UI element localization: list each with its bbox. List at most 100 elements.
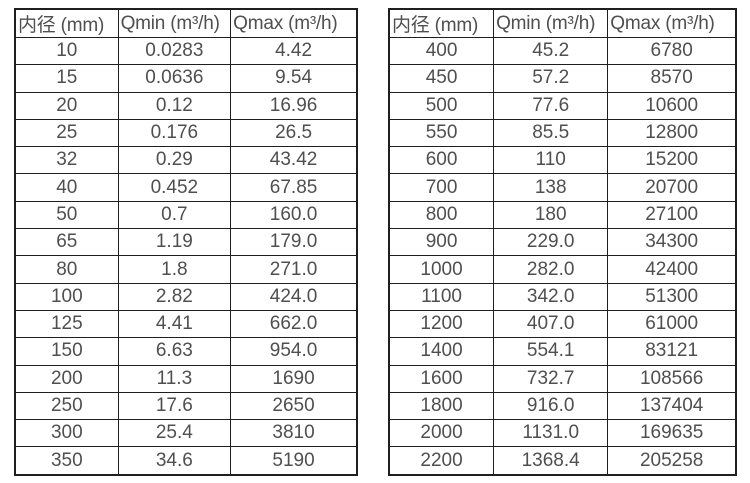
header-row: 内径 (mm) Qmin (m³/h) Qmax (m³/h) — [14, 8, 358, 38]
table-cell: 40 — [14, 173, 119, 202]
table-row: 2200 1368.4 205258 — [388, 446, 737, 476]
table-cell: 26.5 — [230, 118, 358, 148]
table-cell: 600 — [388, 146, 495, 175]
table-cell: 1400 — [388, 337, 495, 366]
table-cell: 554.1 — [493, 337, 609, 366]
table-cell: 65 — [14, 228, 119, 257]
table-cell: 100 — [14, 282, 119, 311]
table-row: 1200 407.0 61000 — [388, 309, 737, 339]
column-header-qmax: Qmax (m³/h) — [607, 8, 737, 38]
table-cell: 0.0283 — [117, 36, 232, 66]
table-row: 200 11.3 1690 — [14, 364, 358, 393]
table-cell: 205258 — [607, 446, 737, 476]
table-cell: 1200 — [388, 309, 495, 339]
table-cell: 200 — [14, 364, 119, 393]
table-cell: 34.6 — [117, 446, 232, 476]
table-cell: 732.7 — [493, 364, 609, 393]
table-cell: 0.29 — [117, 146, 232, 175]
table-cell: 300 — [14, 419, 119, 448]
table-cell: 80 — [14, 255, 119, 284]
table-row: 300 25.4 3810 — [14, 419, 358, 448]
header-row: 内径 (mm) Qmin (m³/h) Qmax (m³/h) — [388, 8, 737, 38]
table-row: 550 85.5 12800 — [388, 118, 737, 148]
table-cell: 1600 — [388, 364, 495, 393]
table-cell: 916.0 — [493, 391, 609, 421]
table-cell: 25.4 — [117, 419, 232, 448]
column-header-inner-diameter: 内径 (mm) — [388, 8, 495, 38]
table-row: 250 17.6 2650 — [14, 391, 358, 421]
table-row: 15 0.0636 9.54 — [14, 64, 358, 93]
table-cell: 138 — [493, 173, 609, 202]
table-cell: 67.85 — [230, 173, 358, 202]
table-cell: 2.82 — [117, 282, 232, 311]
table-cell: 179.0 — [230, 228, 358, 257]
table-cell: 15 — [14, 64, 119, 93]
table-cell: 10 — [14, 36, 119, 66]
table-cell: 83121 — [607, 337, 737, 366]
column-header-qmin: Qmin (m³/h) — [117, 8, 232, 38]
table-row: 2000 1131.0 169635 — [388, 419, 737, 448]
table-row: 125 4.41 662.0 — [14, 309, 358, 339]
table-cell: 700 — [388, 173, 495, 202]
table-cell: 271.0 — [230, 255, 358, 284]
table-cell: 2650 — [230, 391, 358, 421]
table-body-small-diameters: 10 0.0283 4.42 15 0.0636 9.54 20 0.12 16.96 25 0.1… — [14, 36, 358, 476]
table-row: 1100 342.0 51300 — [388, 282, 737, 311]
table-cell: 282.0 — [493, 255, 609, 284]
table-cell: 50 — [14, 200, 119, 230]
table-cell: 8570 — [607, 64, 737, 93]
table-cell: 15200 — [607, 146, 737, 175]
table-cell: 1.19 — [117, 228, 232, 257]
table-cell: 424.0 — [230, 282, 358, 311]
table-row: 100 2.82 424.0 — [14, 282, 358, 311]
table-row: 1000 282.0 42400 — [388, 255, 737, 284]
table-row: 32 0.29 43.42 — [14, 146, 358, 175]
table-cell: 250 — [14, 391, 119, 421]
table-cell: 12800 — [607, 118, 737, 148]
table-row: 900 229.0 34300 — [388, 228, 737, 257]
table-cell: 85.5 — [493, 118, 609, 148]
table-row: 800 180 27100 — [388, 200, 737, 230]
column-header-inner-diameter: 内径 (mm) — [14, 8, 119, 38]
table-cell: 137404 — [607, 391, 737, 421]
table-row: 20 0.12 16.96 — [14, 91, 358, 120]
table-cell: 2200 — [388, 446, 495, 476]
table-cell: 1131.0 — [493, 419, 609, 448]
table-cell: 34300 — [607, 228, 737, 257]
table-row: 40 0.452 67.85 — [14, 173, 358, 202]
column-header-qmin: Qmin (m³/h) — [493, 8, 609, 38]
table-row: 80 1.8 271.0 — [14, 255, 358, 284]
table-cell: 125 — [14, 309, 119, 339]
table-cell: 43.42 — [230, 146, 358, 175]
table-cell: 5190 — [230, 446, 358, 476]
table-cell: 342.0 — [493, 282, 609, 311]
table-cell: 57.2 — [493, 64, 609, 93]
table-row: 500 77.6 10600 — [388, 91, 737, 120]
flow-table-small-diameters: 内径 (mm) Qmin (m³/h) Qmax (m³/h) 10 0.0283… — [14, 8, 358, 476]
table-cell: 800 — [388, 200, 495, 230]
table-cell: 2000 — [388, 419, 495, 448]
table-cell: 25 — [14, 118, 119, 148]
table-cell: 0.452 — [117, 173, 232, 202]
table-cell: 108566 — [607, 364, 737, 393]
table-row: 65 1.19 179.0 — [14, 228, 358, 257]
table-cell: 45.2 — [493, 36, 609, 66]
table-cell: 1800 — [388, 391, 495, 421]
table-cell: 662.0 — [230, 309, 358, 339]
table-cell: 51300 — [607, 282, 737, 311]
table-cell: 350 — [14, 446, 119, 476]
table-cell: 450 — [388, 64, 495, 93]
table-row: 25 0.176 26.5 — [14, 118, 358, 148]
table-cell: 160.0 — [230, 200, 358, 230]
table-row: 700 138 20700 — [388, 173, 737, 202]
table-row: 1600 732.7 108566 — [388, 364, 737, 393]
table-cell: 150 — [14, 337, 119, 366]
table-row: 1400 554.1 83121 — [388, 337, 737, 366]
table-row: 450 57.2 8570 — [388, 64, 737, 93]
table-cell: 1000 — [388, 255, 495, 284]
table-cell: 1690 — [230, 364, 358, 393]
table-cell: 16.96 — [230, 91, 358, 120]
table-cell: 550 — [388, 118, 495, 148]
table-cell: 9.54 — [230, 64, 358, 93]
